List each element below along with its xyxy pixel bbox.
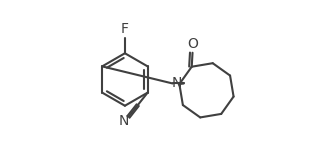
Text: N: N <box>119 114 129 128</box>
Text: N: N <box>172 76 182 90</box>
Text: O: O <box>187 37 198 51</box>
Text: F: F <box>121 22 129 36</box>
